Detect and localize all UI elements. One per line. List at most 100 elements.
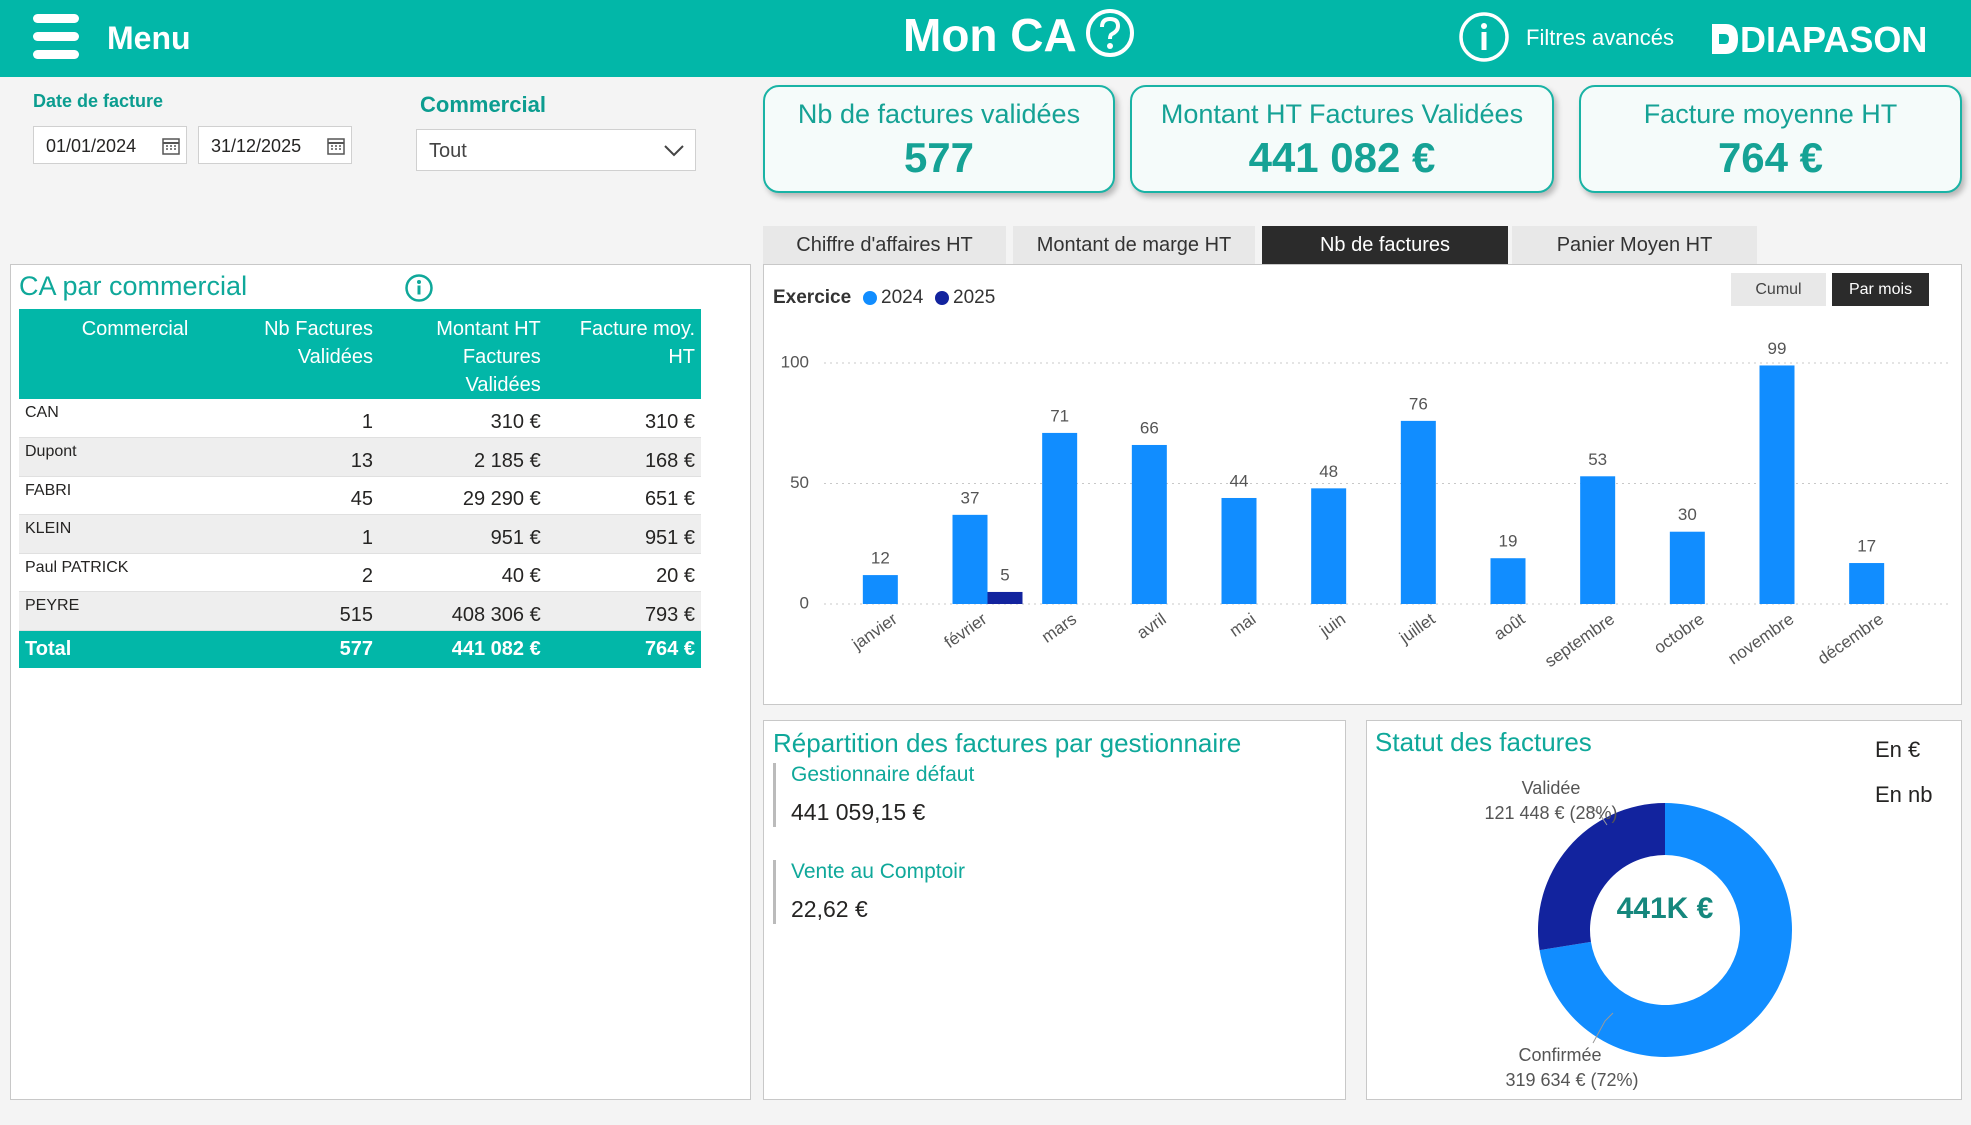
table-cell: 20 € <box>656 565 695 588</box>
table-cell: 793 € <box>644 604 695 627</box>
header-bar: Menu Mon CA Filtres avancés DIAPASON <box>0 0 1971 77</box>
view-button[interactable]: Par mois <box>1832 273 1929 306</box>
date-to: 31/12/2025 <box>211 136 302 156</box>
menu-label[interactable]: Menu <box>107 20 191 56</box>
date-from-input[interactable]: 01/01/2024 <box>33 126 187 164</box>
commercial-name: Dupont <box>25 443 77 461</box>
radio-label[interactable]: En € <box>1875 737 1921 762</box>
donut-center-label: 441K € <box>1616 892 1714 925</box>
x-tick-label: janvier <box>848 609 901 654</box>
logo-text: DIAPASON <box>1740 19 1928 60</box>
table-cell: 13 <box>350 449 374 472</box>
bar <box>1849 563 1885 604</box>
legend-label: 2024 <box>881 287 924 308</box>
table-cell: 951 € <box>644 526 695 549</box>
data-label: 5 <box>1000 565 1009 584</box>
table-cell: 40 € <box>501 565 541 588</box>
table-cell: 1 <box>361 411 374 434</box>
table-cell: 168 € <box>644 449 695 472</box>
kpi-label: Montant HT Factures Validées <box>1160 99 1524 129</box>
table-cell: 29 290 € <box>462 488 541 511</box>
table-row: FABRI 45 29 290 € 651 € <box>19 476 701 515</box>
tab[interactable]: Panier Moyen HT <box>1512 226 1757 264</box>
donut-slice <box>1539 803 1792 1057</box>
data-label: 44 <box>1230 471 1249 490</box>
date-to-input[interactable]: 31/12/2025 <box>198 126 352 164</box>
commercial-name: CAN <box>25 404 59 421</box>
x-tick-label: juin <box>1316 609 1349 640</box>
item-label: Vente au Comptoir <box>791 860 965 883</box>
view-button[interactable]: Cumul <box>1731 273 1826 306</box>
data-label: 76 <box>1409 394 1428 413</box>
table-cell: 2 185 € <box>474 449 541 472</box>
table-cell: 1 <box>361 526 374 549</box>
table-cell: 515 <box>339 604 374 627</box>
bar <box>1311 488 1347 604</box>
data-label: 37 <box>961 488 980 507</box>
data-label: 66 <box>1140 418 1159 437</box>
y-tick-label: 50 <box>790 473 809 492</box>
table-row: CAN 1 310 € 310 € <box>19 399 701 438</box>
item-rule <box>773 763 776 827</box>
date-from: 01/01/2024 <box>46 136 137 156</box>
bar <box>1490 558 1526 604</box>
table-cell: 310 € <box>490 411 541 434</box>
help-icon[interactable] <box>1085 8 1135 58</box>
bar <box>952 514 988 604</box>
kpi-label: Facture moyenne HT <box>1643 99 1898 129</box>
table-cell: 651 € <box>644 488 695 511</box>
status-panel: Statut des factures Confirmée 319 634 € (… <box>1366 720 1962 1100</box>
total-cell: Total <box>25 637 72 660</box>
table-cell: 45 <box>350 488 374 511</box>
slice-value-label: 319 634 € (72%) <box>1505 1070 1638 1090</box>
calendar-icon[interactable] <box>162 137 180 155</box>
bar <box>1131 444 1167 604</box>
tab[interactable]: Montant de marge HT <box>1013 226 1255 264</box>
bar <box>1221 497 1257 604</box>
info-icon[interactable] <box>404 273 434 303</box>
commercial-dropdown[interactable]: Tout <box>416 129 696 171</box>
commercial-name: Paul PATRICK <box>25 558 129 576</box>
advanced-filters[interactable]: Filtres avancés <box>1526 25 1674 50</box>
radio-label[interactable]: En nb <box>1875 782 1933 807</box>
calendar-icon[interactable] <box>327 137 345 155</box>
legend-label: 2025 <box>953 287 995 308</box>
table-cell: 2 <box>361 565 374 588</box>
leader-line <box>1592 1012 1614 1044</box>
leader-line <box>1586 805 1608 826</box>
slice-label: Confirmée <box>1518 1045 1601 1065</box>
total-cell: 764 € <box>644 637 695 660</box>
commercial-name: KLEIN <box>25 520 72 538</box>
data-label: 12 <box>871 549 890 568</box>
breakdown-title: Répartition des factures par gestionnair… <box>773 728 1242 758</box>
data-label: 30 <box>1678 505 1697 524</box>
tab[interactable]: Nb de factures <box>1262 226 1508 264</box>
bar-chart: Exercice 2024 2025 0 50 100 janvier 12 février 37… <box>773 287 1949 671</box>
bar <box>1580 476 1616 604</box>
tab[interactable]: Chiffre d'affaires HT <box>763 226 1006 264</box>
menu-icon[interactable] <box>33 14 79 60</box>
info-icon[interactable] <box>1458 11 1510 63</box>
item-value: 22,62 € <box>791 896 868 922</box>
data-label: 48 <box>1319 462 1338 481</box>
table-panel: CA par commercial Commercial Nb Factures … <box>10 264 751 1100</box>
x-tick-label: juillet <box>1395 609 1439 648</box>
status-title: Statut des factures <box>1375 727 1592 757</box>
x-tick-label: novembre <box>1725 609 1798 668</box>
kpi-value: 577 <box>903 134 975 181</box>
commercial-name: FABRI <box>25 481 72 499</box>
column-header: Montant HT Factures Validées <box>436 318 541 396</box>
data-label: 71 <box>1050 406 1069 425</box>
kpi-card: Montant HT Factures Validées 441 082 € <box>1130 85 1554 193</box>
x-tick-label: mars <box>1038 609 1080 646</box>
x-tick-label: août <box>1490 609 1528 644</box>
breakdown-panel: Répartition des factures par gestionnair… <box>763 720 1346 1100</box>
legend-title: Exercice <box>773 287 851 308</box>
table-cell: 951 € <box>490 526 541 549</box>
commercial-filter-label: Commercial <box>420 92 546 117</box>
kpi-card: Nb de factures validées 577 <box>763 85 1115 193</box>
kpi-value: 764 € <box>1717 134 1824 181</box>
kpi-value: 441 082 € <box>1248 134 1436 181</box>
x-tick-label: octobre <box>1650 609 1707 657</box>
